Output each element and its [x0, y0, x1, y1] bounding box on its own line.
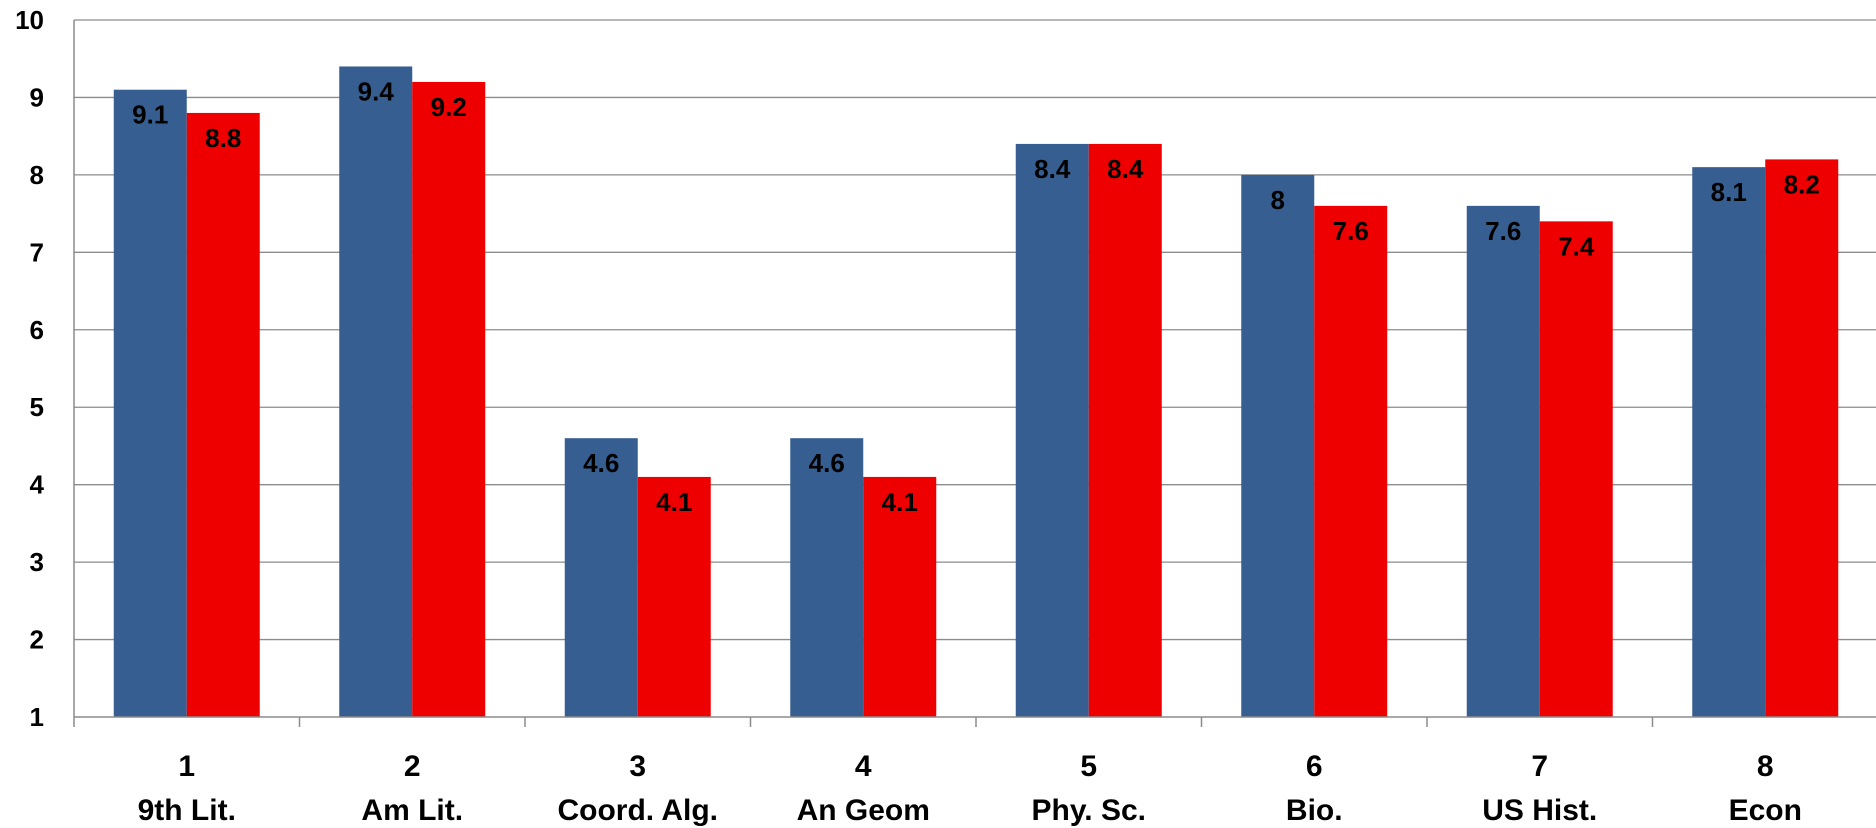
bar-series-1	[339, 66, 413, 717]
data-label: 8.8	[205, 123, 241, 153]
category-number-label: 5	[1080, 750, 1097, 783]
data-label: 8.4	[1107, 154, 1144, 184]
bar-series-1	[113, 89, 187, 717]
category-name-label: 9th Lit.	[138, 794, 236, 827]
bar-series-2	[1539, 221, 1613, 717]
bar-series-1	[1692, 167, 1766, 718]
category-name-label: An Geom	[797, 794, 930, 827]
x-category-labels: 1 9th Lit. 2 Am Lit. 3 Coord. Alg. 4 An Geom 5 Ph…	[138, 750, 1802, 827]
y-tick-label: 1	[30, 702, 44, 732]
category-number-label: 8	[1757, 750, 1774, 783]
category-name-label: Bio.	[1286, 794, 1343, 827]
category-number-label: 4	[855, 750, 872, 783]
y-tick-label: 9	[30, 82, 44, 112]
data-label: 7.6	[1485, 216, 1521, 246]
data-label: 8.1	[1711, 177, 1747, 207]
y-tick-label: 10	[15, 5, 44, 35]
bar-series-2	[412, 81, 486, 717]
bar-series-2	[637, 476, 711, 717]
data-label: 8	[1271, 185, 1285, 215]
axes	[73, 20, 1876, 727]
data-label: 7.6	[1333, 216, 1369, 246]
category-number-label: 3	[629, 750, 646, 783]
data-label: 8.4	[1034, 154, 1071, 184]
data-label: 4.6	[809, 448, 845, 478]
category-number-label: 6	[1306, 750, 1323, 783]
y-tick-label: 8	[30, 160, 44, 190]
data-label: 4.1	[656, 487, 692, 517]
category-name-label: Coord. Alg.	[557, 794, 718, 827]
data-label: 4.6	[583, 448, 619, 478]
data-label: 7.4	[1558, 231, 1595, 261]
category-number-label: 2	[404, 750, 421, 783]
data-label: 9.2	[431, 92, 467, 122]
data-label: 9.4	[358, 76, 395, 106]
bar-series-1	[1015, 143, 1089, 717]
y-tick-label: 3	[30, 547, 44, 577]
y-tick-label: 5	[30, 392, 44, 422]
bar-series-2	[1765, 159, 1839, 717]
bar-series-2	[1314, 205, 1388, 717]
data-label: 4.1	[882, 487, 918, 517]
category-name-label: Phy. Sc.	[1032, 794, 1147, 827]
y-tick-label: 6	[30, 315, 44, 345]
bar-series-2	[186, 112, 260, 717]
bar-series-1	[1241, 174, 1315, 717]
category-name-label: US Hist.	[1482, 794, 1597, 827]
y-tick-labels: 1 2 3 4 5 6 7 8 9 10	[15, 5, 44, 732]
data-labels: 9.1 8.8 9.4 9.2 4.6 4.1 4.6 4.1 8.4 8.4 8 7.6 7.6 7.4…	[132, 76, 1820, 516]
category-number-label: 7	[1531, 750, 1548, 783]
data-label: 8.2	[1784, 169, 1820, 199]
y-tick-label: 7	[30, 237, 44, 267]
category-name-label: Am Lit.	[361, 794, 463, 827]
bar-series-1	[564, 438, 638, 717]
bar-series-2	[863, 476, 937, 717]
bar-series-1	[790, 438, 864, 717]
bar-series-2	[1088, 143, 1162, 717]
category-name-label: Econ	[1729, 794, 1802, 827]
bar-series-1	[1466, 205, 1540, 717]
data-label: 9.1	[132, 100, 168, 130]
y-tick-label: 4	[30, 470, 45, 500]
category-number-label: 1	[178, 750, 195, 783]
y-tick-label: 2	[30, 625, 44, 655]
bars	[113, 66, 1839, 718]
